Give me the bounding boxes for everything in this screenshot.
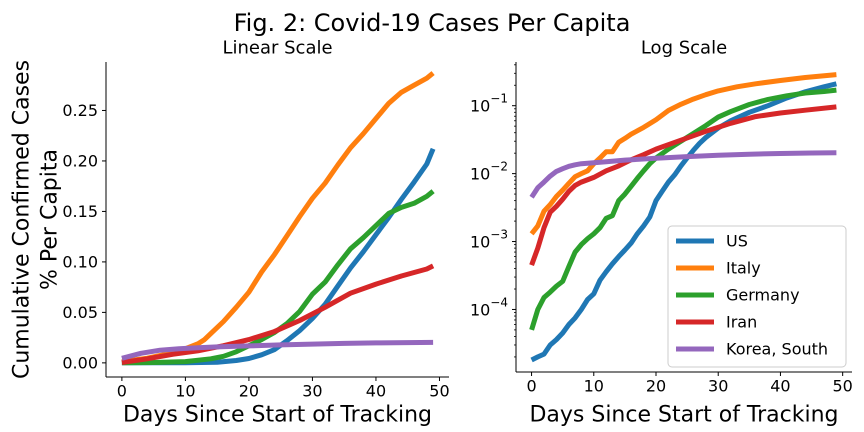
panel-title: Linear Scale bbox=[222, 38, 332, 59]
series-line-korea-south bbox=[121, 339, 434, 361]
x-tick-label: 10 bbox=[175, 382, 195, 401]
panel-title: Log Scale bbox=[641, 38, 727, 59]
y-tick-label: 0.20 bbox=[62, 151, 98, 170]
x-axis-label: Days Since Start of Tracking bbox=[529, 403, 838, 428]
y-tick-label: 0.10 bbox=[62, 252, 98, 271]
x-tick-label: 0 bbox=[526, 377, 536, 396]
figure-title: Fig. 2: Covid-19 Cases Per Capita bbox=[234, 9, 631, 37]
x-tick-label: 30 bbox=[708, 377, 728, 396]
legend-label: Korea, South bbox=[726, 340, 828, 359]
x-tick-label: 10 bbox=[584, 377, 604, 396]
legend-label: US bbox=[726, 232, 748, 251]
linear-scale-panel: Linear Scale 0 10 20 30 40 50 0.00 0.05 0.10 0.15 0… bbox=[10, 38, 450, 428]
series-line-italy bbox=[529, 72, 837, 236]
series-line-italy bbox=[121, 71, 435, 365]
series-line-iran bbox=[121, 263, 435, 365]
x-tick-label: 20 bbox=[239, 382, 259, 401]
y-axis-label: % Per Capita bbox=[38, 149, 63, 290]
series-line-germany bbox=[529, 87, 837, 331]
series-line-us bbox=[121, 147, 436, 366]
x-tick-label: 50 bbox=[429, 382, 449, 401]
y-tick-label: 10−4 bbox=[470, 295, 508, 319]
x-tick-label: 20 bbox=[646, 377, 666, 396]
x-tick-label: 50 bbox=[832, 377, 852, 396]
legend-label: Iran bbox=[726, 313, 757, 332]
series-line-iran bbox=[529, 104, 837, 266]
y-tick-label: 10−3 bbox=[470, 228, 508, 252]
legend-label: Italy bbox=[726, 259, 761, 278]
x-tick-label: 30 bbox=[302, 382, 322, 401]
log-scale-panel: Log Scale 0 10 20 30 40 50 10−4 10−3 10−2 10−1 Days… bbox=[470, 38, 853, 428]
series-line-korea-south bbox=[529, 150, 837, 199]
legend-label: Germany bbox=[726, 286, 800, 305]
x-axis-label: Days Since Start of Tracking bbox=[123, 403, 432, 428]
series-line-germany bbox=[121, 189, 435, 366]
y-tick-label: 10−2 bbox=[470, 160, 508, 184]
y-tick-label: 0.25 bbox=[62, 101, 98, 120]
y-tick-label: 0.15 bbox=[62, 202, 98, 221]
x-tick-label: 40 bbox=[770, 377, 790, 396]
x-tick-label: 0 bbox=[117, 382, 127, 401]
x-tick-label: 40 bbox=[366, 382, 386, 401]
y-tick-label: 10−1 bbox=[470, 92, 508, 116]
y-tick-label: 0.05 bbox=[62, 303, 98, 322]
y-tick-label: 0.00 bbox=[62, 353, 98, 372]
y-axis-label: Cumulative Confirmed Cases bbox=[10, 60, 35, 379]
legend-box bbox=[667, 225, 847, 368]
